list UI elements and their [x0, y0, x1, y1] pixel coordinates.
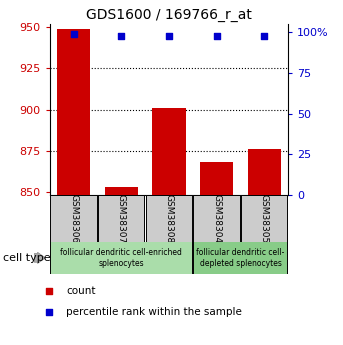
- Point: [47, 309, 52, 315]
- Text: follicular dendritic cell-enriched
splenocytes: follicular dendritic cell-enriched splen…: [60, 248, 182, 268]
- Bar: [105, 187, 138, 195]
- Text: GSM38304: GSM38304: [212, 194, 221, 243]
- Bar: [193, 241, 287, 274]
- Bar: [200, 162, 233, 195]
- Bar: [98, 195, 144, 242]
- Bar: [152, 108, 186, 195]
- Text: cell type: cell type: [3, 253, 51, 263]
- Bar: [50, 195, 97, 242]
- Text: GSM38305: GSM38305: [260, 194, 269, 243]
- Point: [166, 33, 172, 38]
- Bar: [146, 195, 192, 242]
- Text: count: count: [66, 286, 95, 296]
- Title: GDS1600 / 169766_r_at: GDS1600 / 169766_r_at: [86, 8, 252, 22]
- Text: percentile rank within the sample: percentile rank within the sample: [66, 307, 242, 317]
- Text: follicular dendritic cell-
depleted splenocytes: follicular dendritic cell- depleted sple…: [196, 248, 285, 268]
- Point: [214, 33, 220, 38]
- Point: [261, 33, 267, 38]
- Bar: [57, 29, 90, 195]
- Point: [119, 33, 124, 38]
- Bar: [193, 195, 240, 242]
- Bar: [248, 149, 281, 195]
- Point: [47, 288, 52, 294]
- FancyArrow shape: [34, 252, 45, 264]
- Text: GSM38308: GSM38308: [164, 194, 174, 243]
- Text: GSM38306: GSM38306: [69, 194, 78, 243]
- Text: GSM38307: GSM38307: [117, 194, 126, 243]
- Bar: [241, 195, 287, 242]
- Bar: [50, 241, 192, 274]
- Point: [71, 31, 76, 37]
